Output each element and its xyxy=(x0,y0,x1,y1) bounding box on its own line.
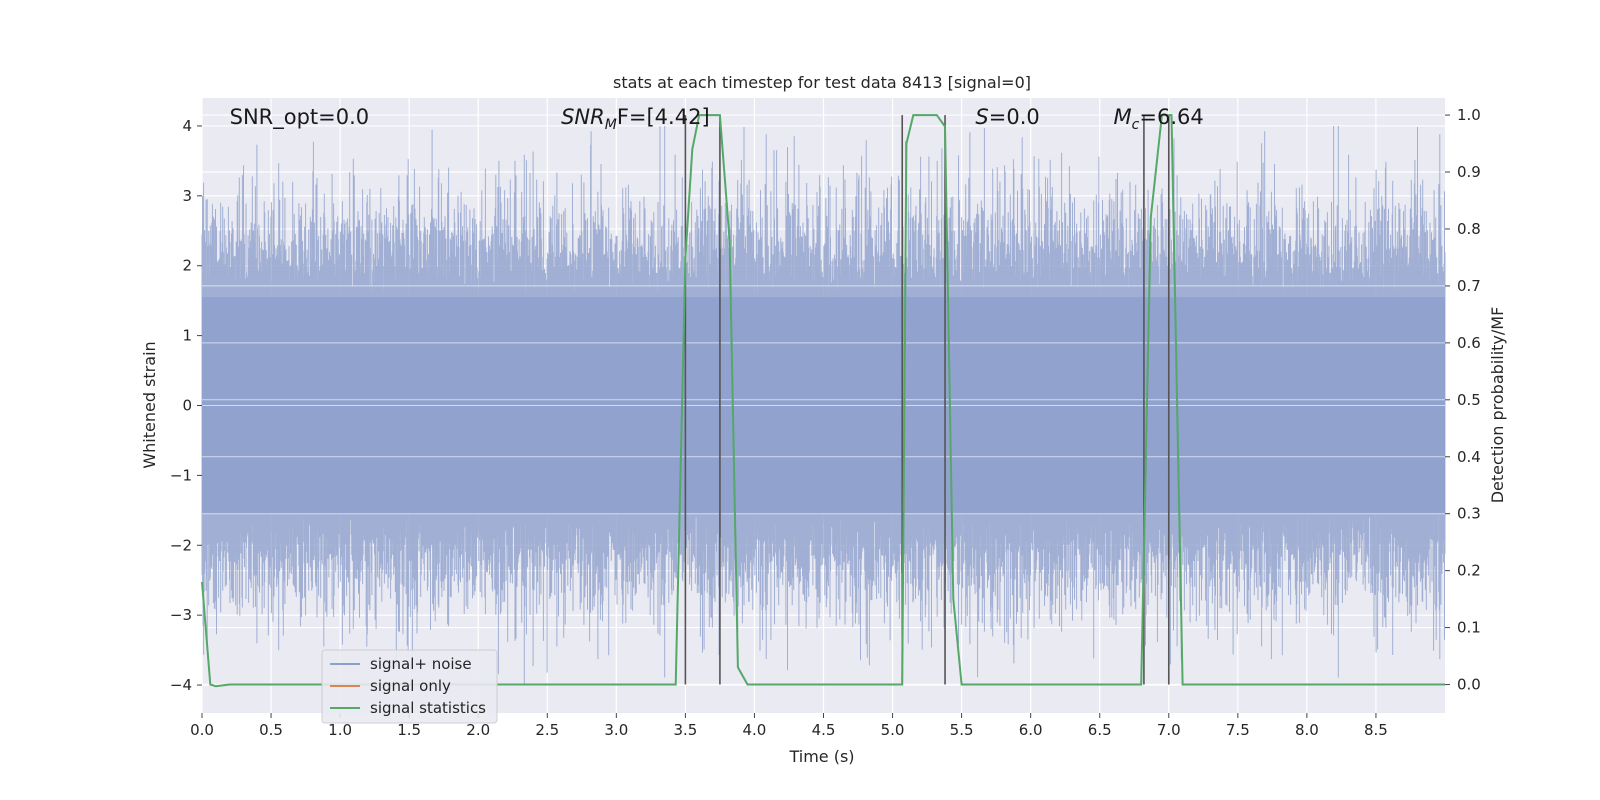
x-tick-label-1: 0.5 xyxy=(259,721,283,739)
x-tick-label-2: 1.0 xyxy=(328,721,352,739)
annotation-2-main: S xyxy=(975,105,988,129)
y-right-tick-label-8: 0.2 xyxy=(1457,562,1481,580)
x-tick-label-6: 3.0 xyxy=(604,721,628,739)
legend-box xyxy=(321,649,498,724)
annotation-2-rest: =0.0 xyxy=(989,105,1040,129)
x-tick-label-16: 8.0 xyxy=(1295,721,1319,739)
annotation-3-sub: c xyxy=(1132,117,1140,133)
y-axis-right-label: Detection probability/MF xyxy=(1488,307,1507,504)
y-left-tick-label-3: 1 xyxy=(182,327,192,345)
chart-title: stats at each timestep for test data 841… xyxy=(613,73,1031,92)
x-tick-label-11: 5.5 xyxy=(950,721,974,739)
y-right-tick-label-1: 0.9 xyxy=(1457,163,1481,181)
y-left-tick-label-4: 0 xyxy=(182,397,192,415)
annotation-1: SNRMF=[4.42] xyxy=(561,105,710,133)
y-left-tick-label-6: −2 xyxy=(170,536,192,554)
legend-label-signal-only: signal only xyxy=(370,677,451,695)
annotation-3: Mc=6.64 xyxy=(1114,105,1204,133)
signal-noise-series xyxy=(201,126,1446,685)
y-right-tick-label-4: 0.6 xyxy=(1457,334,1481,352)
y-left-ticks: 4 3 2 1 0 −1 −2 −3 −4 xyxy=(170,117,202,694)
y-left-tick-label-7: −3 xyxy=(170,606,192,624)
x-tick-label-4: 2.0 xyxy=(466,721,490,739)
x-tick-label-17: 8.5 xyxy=(1364,721,1388,739)
y-right-tick-label-6: 0.4 xyxy=(1457,448,1481,466)
annotation-2: S=0.0 xyxy=(975,105,1039,129)
signal-statistics-series xyxy=(201,114,1445,688)
y-left-tick-label-1: 3 xyxy=(182,187,192,205)
y-right-tick-label-5: 0.5 xyxy=(1457,391,1481,409)
annotation-3-rest: =6.64 xyxy=(1139,105,1203,129)
x-tick-label-13: 6.5 xyxy=(1088,721,1112,739)
x-tick-label-15: 7.5 xyxy=(1226,721,1250,739)
x-ticks: 0.0 0.5 1.0 1.5 2.0 2.5 3.0 3.5 4.0 4.5 5.0 5.5 6.0 6… xyxy=(190,713,1388,739)
x-tick-label-0: 0.0 xyxy=(190,721,214,739)
annotation-0: SNR_opt=0.0 xyxy=(230,105,370,130)
y-right-tick-label-10: 0.0 xyxy=(1457,676,1481,694)
legend: signal+ noise signal only signal statist… xyxy=(321,649,498,724)
y-left-tick-label-8: −4 xyxy=(170,676,192,694)
x-tick-label-14: 7.0 xyxy=(1157,721,1181,739)
annotations: SNR_opt=0.0 SNRMF=[4.42] S=0.0 Mc=6.64 xyxy=(230,105,1204,133)
legend-label-signal-noise: signal+ noise xyxy=(370,655,472,673)
signal-statistics-line xyxy=(201,114,1445,688)
y-right-tick-label-2: 0.8 xyxy=(1457,220,1481,238)
legend-label-signal-statistics: signal statistics xyxy=(370,699,486,717)
y-right-tick-label-0: 1.0 xyxy=(1457,106,1481,124)
y-left-tick-label-0: 4 xyxy=(182,117,192,135)
x-axis-label: Time (s) xyxy=(788,747,854,766)
y-left-tick-label-5: −1 xyxy=(170,466,192,484)
x-tick-label-9: 4.5 xyxy=(812,721,836,739)
x-tick-label-10: 5.0 xyxy=(881,721,905,739)
y-axis-left-label: Whitened strain xyxy=(140,341,159,468)
annotation-1-sub: M xyxy=(605,117,617,133)
x-tick-label-7: 3.5 xyxy=(673,721,697,739)
y-left-tick-label-2: 2 xyxy=(182,257,192,275)
x-tick-label-3: 1.5 xyxy=(397,721,421,739)
annotation-1-main: SNR xyxy=(561,105,605,129)
x-tick-label-5: 2.5 xyxy=(535,721,559,739)
x-tick-label-8: 4.0 xyxy=(743,721,767,739)
annotation-3-main: M xyxy=(1114,105,1132,129)
x-tick-label-12: 6.0 xyxy=(1019,721,1043,739)
y-right-tick-label-7: 0.3 xyxy=(1457,505,1481,523)
annotation-1-rest: F=[4.42] xyxy=(617,105,710,129)
y-right-tick-label-3: 0.7 xyxy=(1457,277,1481,295)
vertical-markers xyxy=(684,115,1170,685)
y-right-tick-label-9: 0.1 xyxy=(1457,619,1481,637)
y-right-ticks: 1.0 0.9 0.8 0.7 0.6 0.5 0.4 0.3 0.2 0.1 0.0 xyxy=(1445,106,1481,694)
